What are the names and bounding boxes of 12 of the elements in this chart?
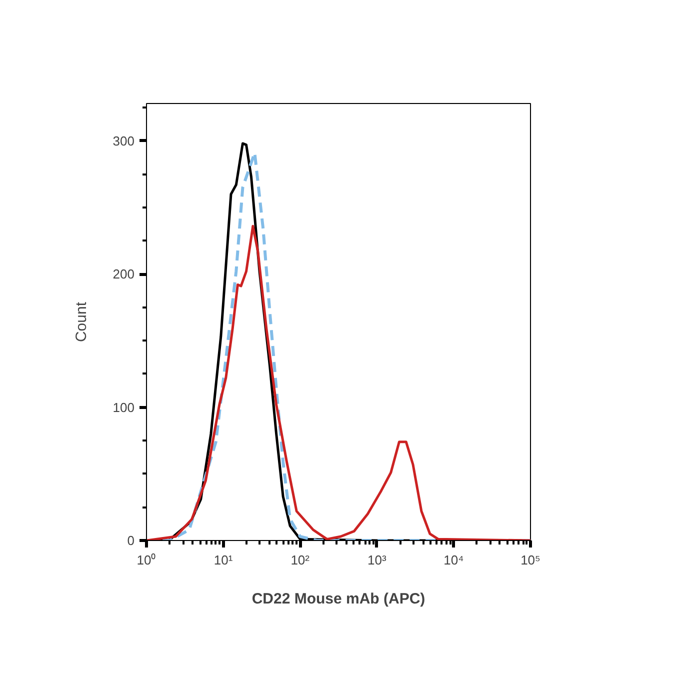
- x-tick-label: 10²: [290, 552, 310, 568]
- y-tick-label: 0: [127, 533, 135, 548]
- x-tick-label: 10⁴: [444, 552, 464, 568]
- x-tick-label: 10⁵: [520, 552, 540, 568]
- x-tick-label: 10¹: [214, 552, 234, 568]
- y-tick-label: 200: [112, 266, 135, 282]
- x-tick-label: 10³: [368, 552, 387, 568]
- y-tick-label: 100: [112, 400, 135, 415]
- y-axis-title: Count: [72, 301, 90, 342]
- x-tick-label: 10⁰: [136, 552, 156, 568]
- x-axis-title: CD22 Mouse mAb (APC): [252, 590, 426, 608]
- y-tick-label: 300: [112, 133, 135, 148]
